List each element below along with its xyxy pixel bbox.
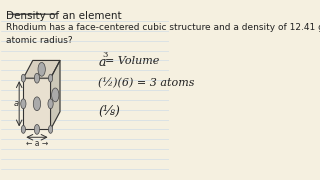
Circle shape — [33, 97, 41, 111]
Circle shape — [21, 125, 26, 133]
Circle shape — [21, 74, 26, 82]
Circle shape — [48, 99, 53, 109]
Text: (½)(6) = 3 atoms: (½)(6) = 3 atoms — [98, 78, 195, 89]
Circle shape — [52, 88, 59, 102]
Text: (⅛): (⅛) — [98, 105, 120, 118]
Text: Density of an element: Density of an element — [5, 11, 121, 21]
Circle shape — [21, 99, 26, 109]
Polygon shape — [23, 60, 60, 78]
Text: 3: 3 — [102, 51, 108, 59]
Circle shape — [48, 125, 53, 133]
Text: = Volume: = Volume — [106, 56, 160, 66]
Bar — [23, 78, 51, 129]
Text: ← a →: ← a → — [26, 139, 48, 148]
Text: a: a — [98, 56, 106, 69]
Circle shape — [34, 73, 40, 83]
Circle shape — [48, 74, 53, 82]
Text: Rhodium has a face-centered cubic structure and a density of 12.41 g/cm³. What i: Rhodium has a face-centered cubic struct… — [5, 23, 320, 44]
Text: a: a — [13, 99, 19, 108]
Circle shape — [34, 124, 40, 134]
Circle shape — [38, 62, 45, 76]
Polygon shape — [51, 60, 60, 129]
